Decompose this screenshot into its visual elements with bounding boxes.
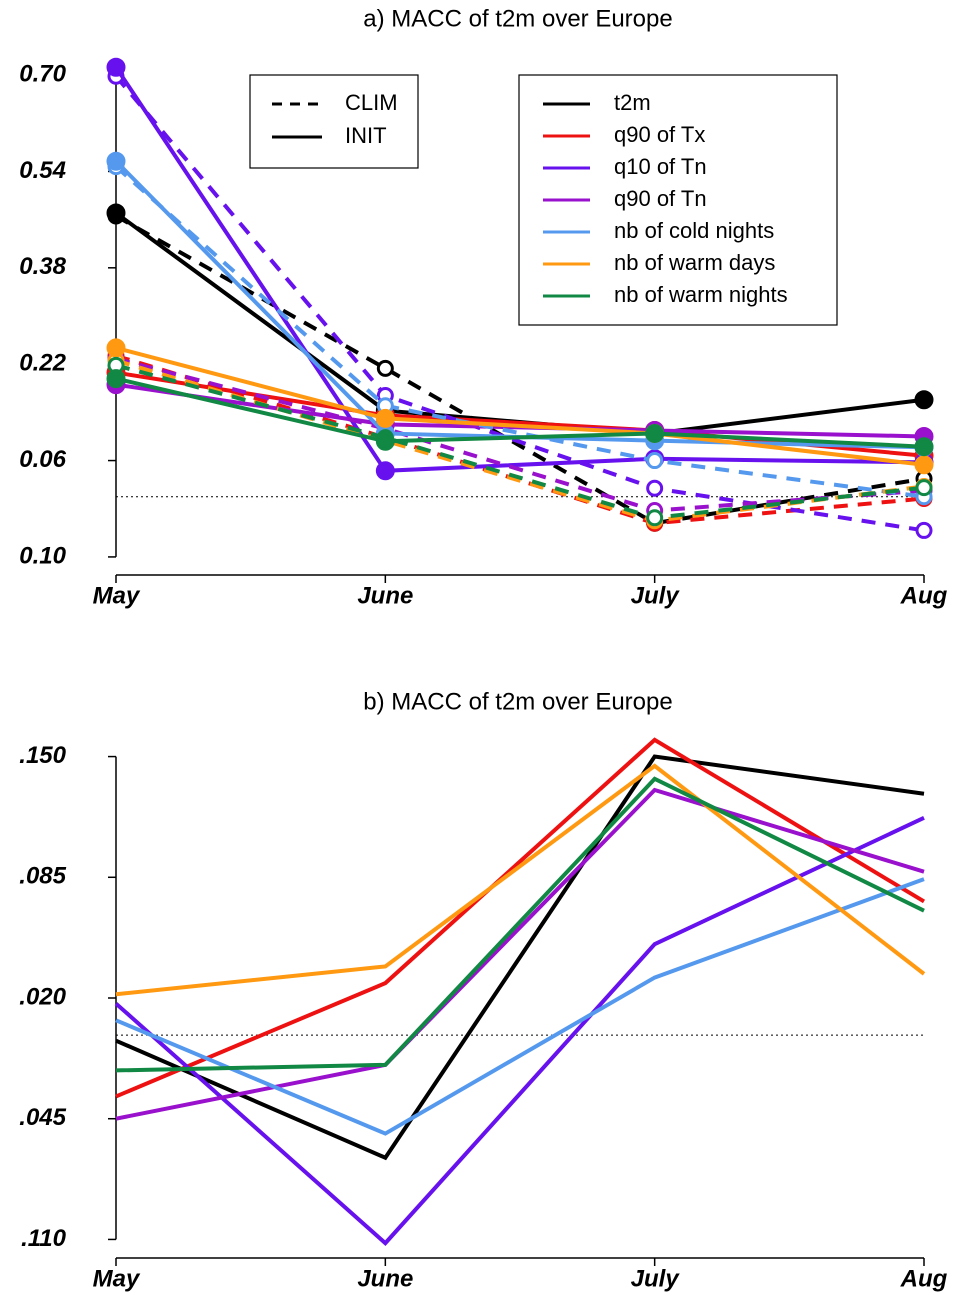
series-line — [115, 376, 925, 449]
series-line — [115, 345, 925, 467]
chart-title: a) MACC of t2m over Europe — [363, 5, 672, 32]
marker — [914, 455, 934, 475]
y-tick-label: 0.22 — [19, 350, 66, 377]
x-tick-label: Aug — [900, 582, 948, 609]
legend-label: CLIM — [345, 90, 398, 115]
marker — [375, 461, 395, 481]
x-tick-label: July — [631, 582, 681, 609]
series-line — [115, 763, 926, 997]
x-tick-label: June — [357, 582, 413, 609]
open-marker — [646, 509, 664, 527]
y-tick-label: 0.54 — [19, 157, 66, 184]
clim-line — [115, 358, 925, 523]
x-tick-label: May — [93, 1265, 141, 1292]
marker — [375, 408, 395, 428]
legend-label: q10 of Tn — [614, 154, 707, 179]
series-line — [114, 816, 925, 1246]
y-tick-label: .045 — [19, 1104, 66, 1131]
marker — [106, 369, 126, 389]
series-line — [115, 776, 925, 1073]
clim-line — [114, 165, 925, 499]
series-line — [115, 754, 925, 1161]
y-tick-label: .110 — [21, 1225, 67, 1252]
y-tick-label: 0.06 — [19, 446, 66, 473]
legend-label: nb of cold nights — [614, 218, 774, 243]
marker — [106, 57, 126, 77]
clim-line — [115, 363, 925, 520]
legend-label: INIT — [345, 123, 387, 148]
clim-line — [115, 356, 925, 513]
y-tick-label: .150 — [19, 742, 66, 769]
marker — [645, 423, 665, 443]
x-tick-label: June — [357, 1265, 413, 1292]
open-marker — [646, 452, 664, 470]
x-tick-label: July — [631, 1265, 681, 1292]
legend-box — [249, 74, 419, 169]
legend-label: q90 of Tx — [614, 122, 705, 147]
legend-label: q90 of Tn — [614, 186, 707, 211]
clim-line — [114, 74, 925, 533]
marker — [106, 151, 126, 171]
clim-line — [115, 214, 925, 526]
series-line — [115, 877, 925, 1136]
chart-title: b) MACC of t2m over Europe — [363, 688, 672, 715]
y-tick-label: .085 — [19, 863, 66, 890]
marker — [914, 437, 934, 457]
open-marker — [915, 521, 933, 539]
legend-label: nb of warm days — [614, 250, 775, 275]
marker — [375, 431, 395, 451]
series-line — [115, 737, 926, 1099]
x-tick-label: Aug — [900, 1265, 948, 1292]
y-tick-label: 0.70 — [19, 60, 66, 87]
legend-label: t2m — [614, 90, 651, 115]
marker — [106, 203, 126, 223]
legend-label: nb of warm nights — [614, 282, 788, 307]
x-tick-label: May — [93, 582, 141, 609]
open-marker — [915, 479, 933, 497]
series-line — [115, 787, 925, 1121]
series-line — [114, 66, 925, 473]
y-tick-label: .020 — [19, 983, 66, 1010]
open-marker — [376, 359, 394, 377]
y-tick-label: 0.10 — [19, 542, 66, 569]
marker — [106, 338, 126, 358]
clim-line — [115, 353, 925, 526]
y-tick-label: 0.38 — [19, 253, 66, 280]
marker — [914, 390, 934, 410]
open-marker — [646, 479, 664, 497]
